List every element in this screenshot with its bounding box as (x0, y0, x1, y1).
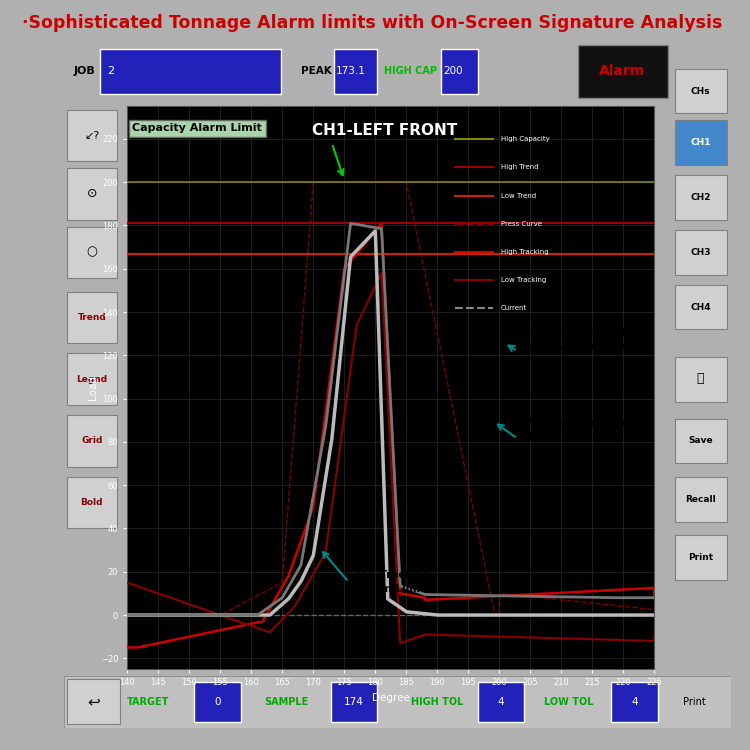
FancyBboxPatch shape (674, 285, 727, 329)
FancyBboxPatch shape (67, 353, 117, 405)
Text: PEAK: PEAK (301, 67, 332, 76)
FancyBboxPatch shape (67, 416, 117, 466)
Text: SAMPLE: SAMPLE (264, 697, 308, 706)
FancyBboxPatch shape (611, 682, 658, 722)
Text: LOW TOL: LOW TOL (544, 697, 594, 706)
FancyBboxPatch shape (674, 419, 727, 464)
FancyBboxPatch shape (674, 357, 727, 401)
FancyBboxPatch shape (441, 49, 478, 94)
FancyBboxPatch shape (67, 477, 117, 529)
FancyBboxPatch shape (334, 49, 377, 94)
Text: 4: 4 (498, 697, 504, 706)
Text: ·Sophisticated Tonnage Alarm limits with On-Screen Signature Analysis: ·Sophisticated Tonnage Alarm limits with… (22, 13, 723, 32)
Text: CH3: CH3 (690, 248, 711, 256)
Text: Print: Print (688, 554, 713, 562)
Text: CH4: CH4 (690, 303, 711, 312)
Text: ↙?: ↙? (84, 131, 100, 141)
Text: 📊: 📊 (697, 373, 704, 386)
Text: HIGH CAP: HIGH CAP (384, 67, 437, 76)
FancyBboxPatch shape (67, 168, 117, 220)
Text: Press Curve Alarm
limit: Press Curve Alarm limit (525, 419, 634, 442)
Text: 4: 4 (632, 697, 638, 706)
Text: Capacity Alarm Limit: Capacity Alarm Limit (133, 123, 262, 134)
FancyBboxPatch shape (674, 120, 727, 165)
Text: CHs: CHs (691, 86, 710, 95)
Text: Bold: Bold (80, 498, 103, 507)
Text: 174: 174 (344, 697, 364, 706)
FancyBboxPatch shape (674, 477, 727, 522)
Text: 0: 0 (214, 697, 220, 706)
Y-axis label: Load: Load (88, 375, 98, 400)
FancyBboxPatch shape (578, 45, 668, 98)
Text: CH2: CH2 (690, 193, 711, 202)
Text: Recall: Recall (686, 495, 716, 504)
Text: TARGET: TARGET (128, 697, 170, 706)
Text: Trend Alarm Limit
for Peak Tonnage: Trend Alarm Limit for Peak Tonnage (525, 328, 630, 352)
Text: Trend: Trend (77, 313, 106, 322)
Text: CH1: CH1 (690, 138, 711, 147)
Text: CH1-LEFT FRONT: CH1-LEFT FRONT (312, 123, 457, 138)
Text: Grid: Grid (81, 436, 103, 445)
FancyBboxPatch shape (674, 536, 727, 580)
FancyBboxPatch shape (64, 676, 731, 728)
FancyBboxPatch shape (478, 682, 524, 722)
Text: HIGH TOL: HIGH TOL (411, 697, 464, 706)
Text: Print: Print (683, 697, 706, 706)
FancyBboxPatch shape (67, 292, 117, 344)
FancyBboxPatch shape (67, 680, 121, 724)
Text: ↩: ↩ (88, 694, 100, 709)
FancyBboxPatch shape (67, 110, 117, 161)
Text: 2: 2 (107, 67, 114, 76)
Text: 173.1: 173.1 (336, 67, 366, 76)
FancyBboxPatch shape (67, 226, 117, 278)
FancyBboxPatch shape (674, 175, 727, 220)
X-axis label: Degree: Degree (372, 693, 410, 703)
Text: Save: Save (688, 436, 712, 445)
Text: ○: ○ (86, 245, 98, 259)
FancyBboxPatch shape (331, 682, 377, 722)
FancyBboxPatch shape (674, 69, 727, 113)
Text: JOB: JOB (74, 67, 95, 76)
Text: Legnd: Legnd (76, 375, 107, 384)
Text: ⊙: ⊙ (86, 187, 97, 200)
FancyBboxPatch shape (194, 682, 241, 722)
FancyBboxPatch shape (100, 49, 280, 94)
Text: 200: 200 (443, 67, 463, 76)
FancyBboxPatch shape (674, 230, 727, 274)
Text: Alarm: Alarm (599, 64, 646, 79)
Text: P.T. Tracking
Alarm Limit: P.T. Tracking Alarm Limit (356, 570, 430, 593)
